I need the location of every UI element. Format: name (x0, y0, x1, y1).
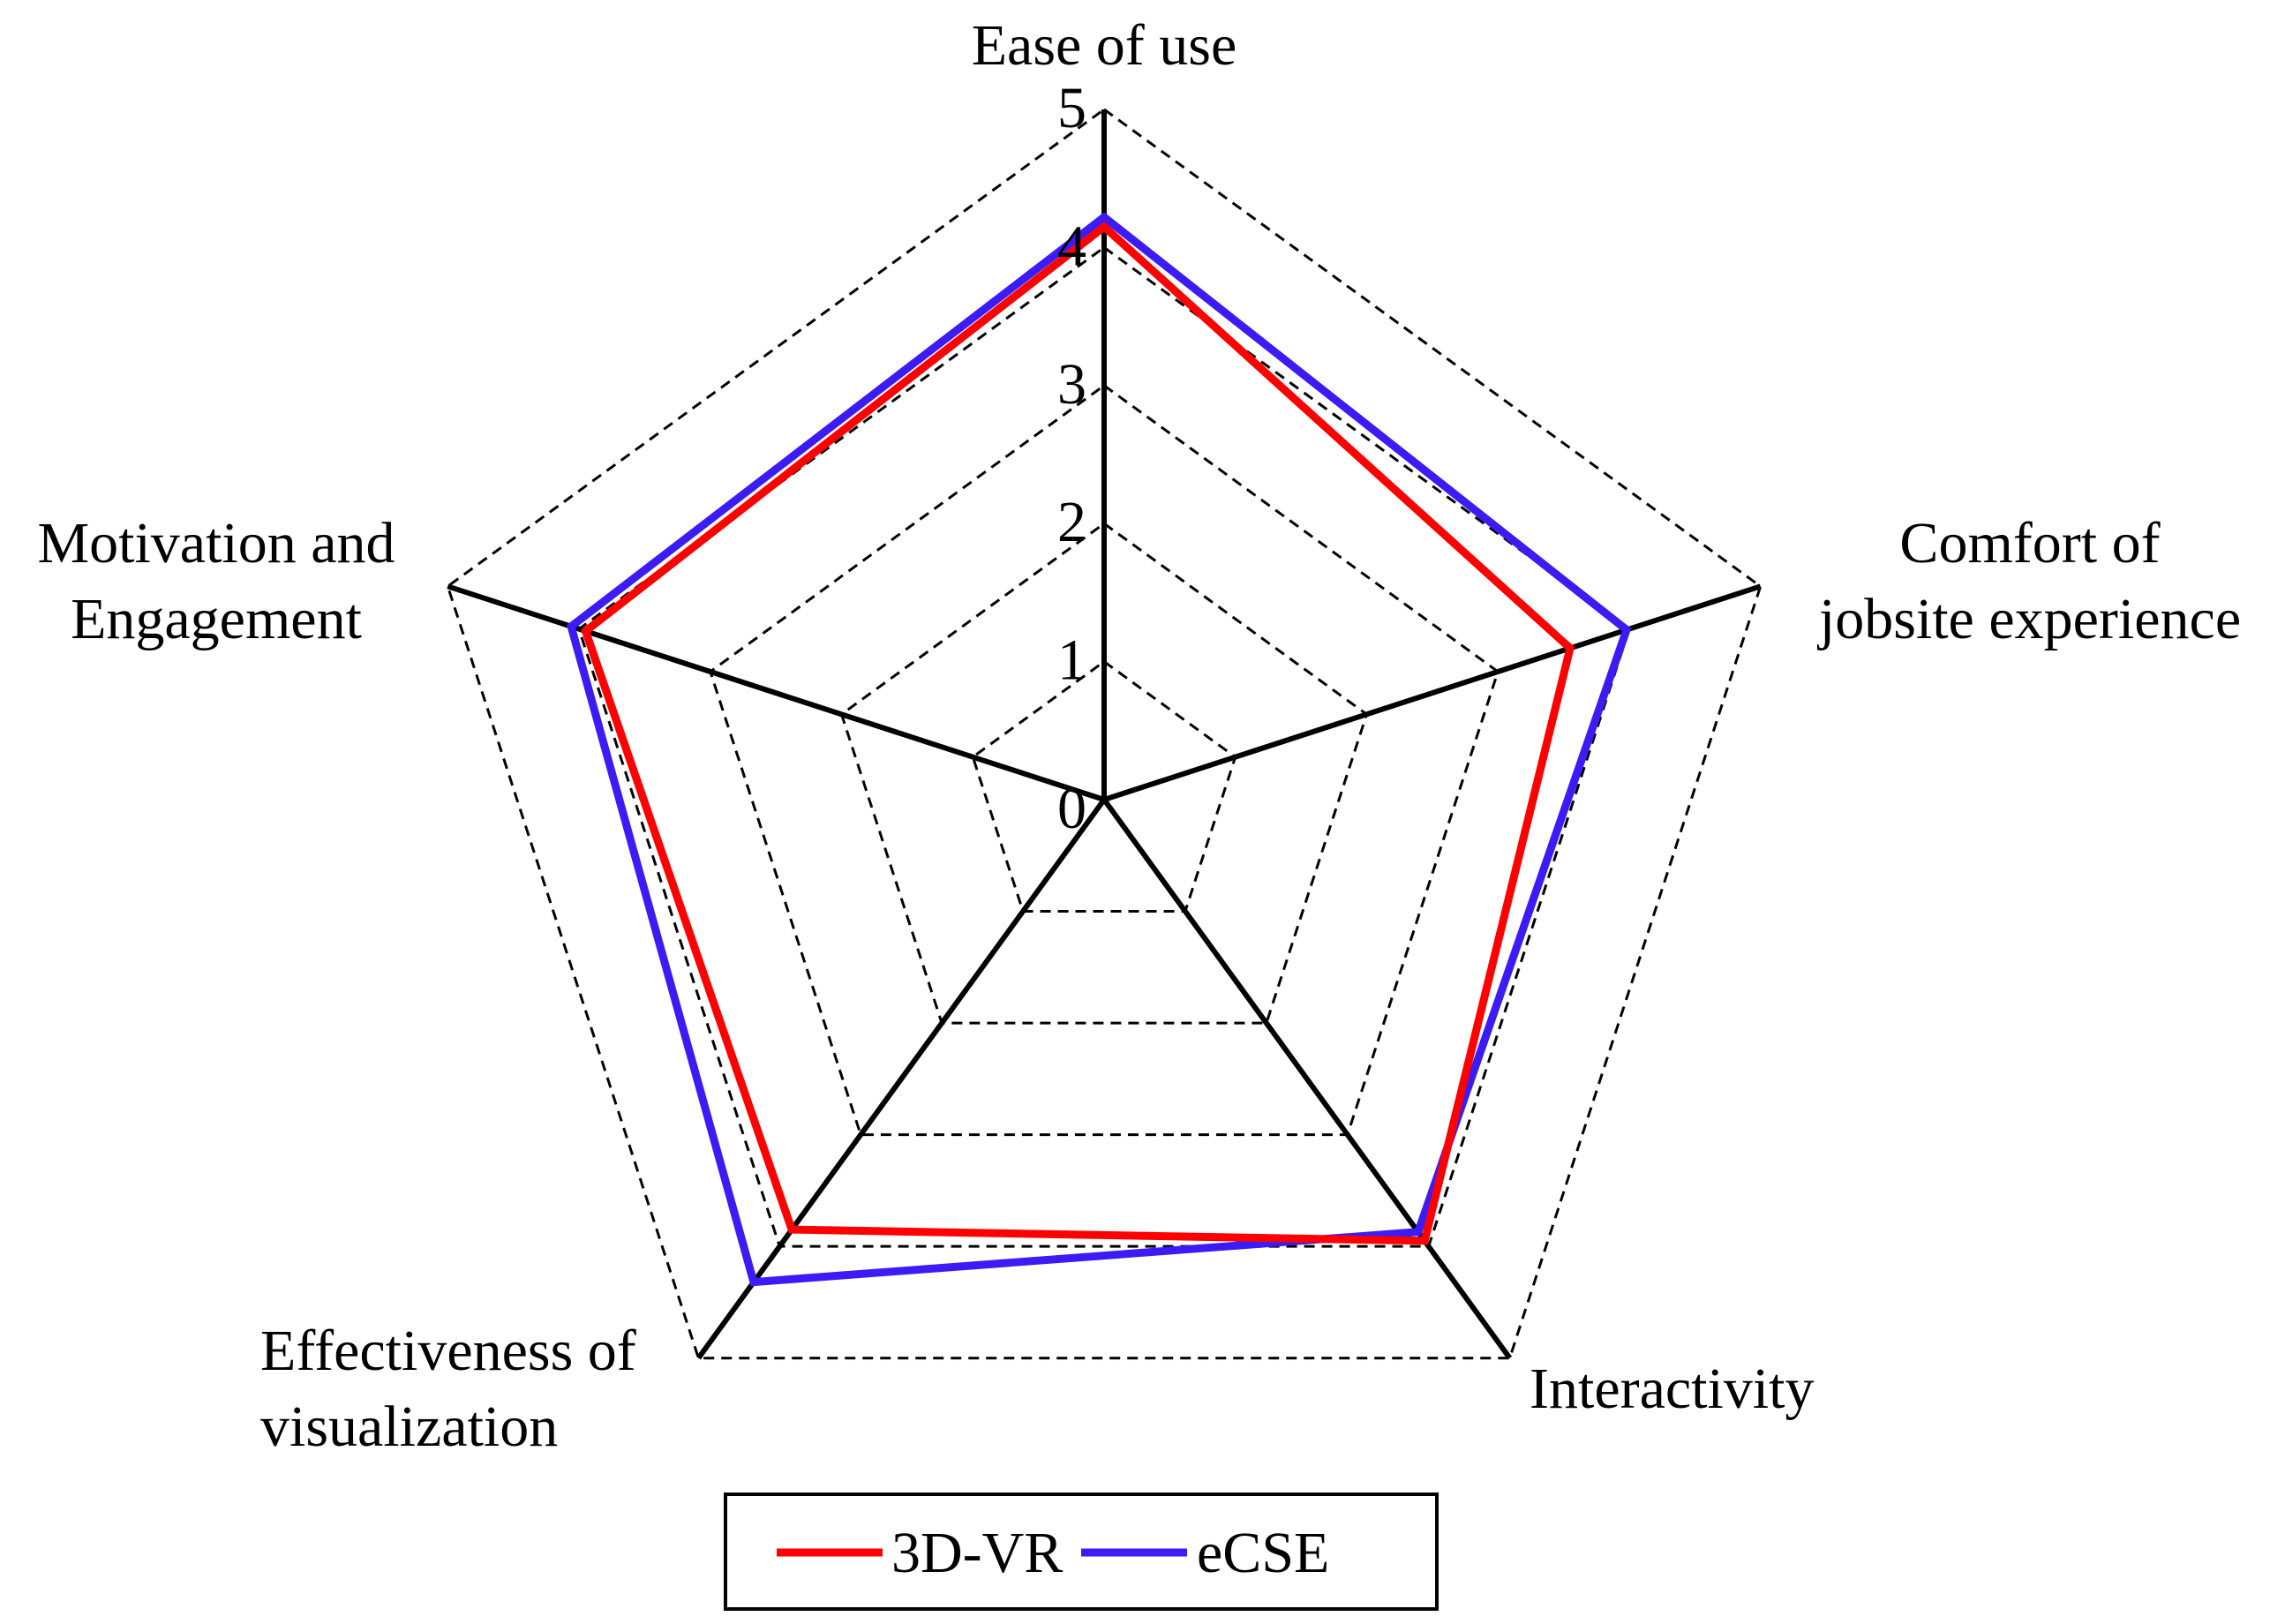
grid-ring-1 (971, 659, 1237, 913)
series-ecse (566, 212, 1632, 1287)
axis-label-3: Effectiveness of visualization (260, 1319, 636, 1459)
axis-label-line: jobsite experience (1817, 587, 2241, 651)
series-3d-vr (581, 222, 1575, 1245)
axis-label-4: Motivation and Engagement (37, 511, 395, 651)
axis-label-1: Comfort of jobsite experience (1817, 511, 2241, 651)
grid-ring-2 (839, 522, 1369, 1025)
axis-spoke-1 (1103, 583, 1762, 802)
legend-label-ecse: eCSE (1197, 1521, 1329, 1585)
axis-label-line: Interactivity (1530, 1357, 1815, 1421)
grid-ring-5 (446, 108, 1763, 1360)
axis-label-line: Ease of use (972, 13, 1237, 78)
tick-label-0: 0 (1057, 777, 1086, 841)
axis-spoke-3 (695, 798, 1107, 1360)
axis-label-line: visualization (260, 1395, 558, 1459)
tick-label-3: 3 (1057, 352, 1086, 417)
axis-spoke-2 (1101, 798, 1513, 1360)
axis-label-0: Ease of use (972, 13, 1237, 78)
legend-label-3d-vr: 3D-VR (891, 1521, 1063, 1585)
tick-label-1: 1 (1057, 628, 1086, 693)
axis-label-line: Effectiveness of (260, 1319, 636, 1383)
axis-spoke-4 (447, 583, 1105, 802)
axis-labels: Ease of use Comfort of jobsite experience I… (37, 13, 2241, 1459)
axis-label-line: Comfort of (1899, 511, 2160, 575)
axis-label-2: Interactivity (1530, 1357, 1815, 1421)
tick-label-2: 2 (1057, 490, 1086, 554)
axis-label-line: Engagement (71, 587, 362, 651)
tick-labels: 0 1 2 3 4 5 (1057, 76, 1086, 841)
legend: 3D-VR eCSE (724, 1492, 1439, 1611)
axis-label-line: Motivation and (37, 511, 395, 575)
series-layer (566, 212, 1632, 1287)
tick-label-4: 4 (1057, 214, 1086, 278)
tick-label-5: 5 (1057, 76, 1086, 140)
axis-spokes (447, 109, 1762, 1360)
